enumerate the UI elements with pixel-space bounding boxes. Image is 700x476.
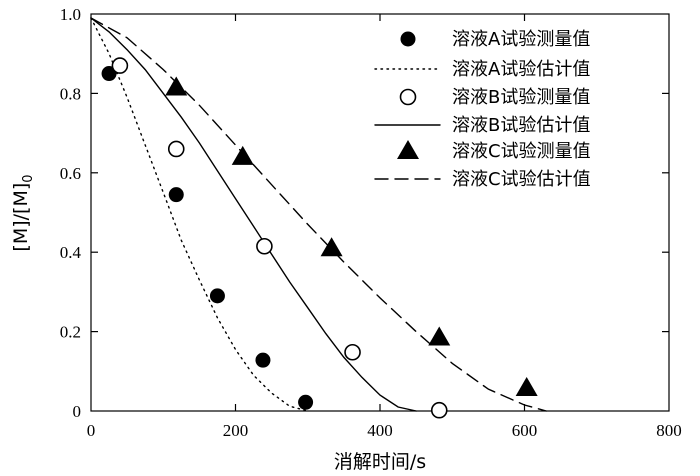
y-axis-title-main: [M]/[M]	[10, 183, 32, 252]
series-layer	[90, 17, 547, 419]
x-tick-label: 0	[87, 421, 96, 440]
data-point-series-2	[111, 57, 129, 74]
data-point-series-0	[298, 394, 314, 410]
y-tick-label: 0.2	[60, 323, 81, 342]
x-tick-label: 400	[367, 421, 393, 440]
data-point-series-4	[428, 326, 451, 346]
legend-label-3: 溶液B试验估计值	[452, 115, 590, 136]
x-tick-label: 200	[223, 421, 249, 440]
x-tick-label: 600	[512, 421, 538, 440]
x-tick-labels: 0 200 400 600 800	[87, 421, 682, 440]
legend-label-2: 溶液B试验测量值	[452, 87, 590, 108]
legend-label-0: 溶液A试验测量值	[452, 29, 590, 50]
legend-symbol-0	[400, 31, 416, 47]
legend-symbol-2	[399, 88, 417, 106]
y-axis-title: [M]/[M]0	[10, 174, 36, 251]
y-tick-label: 0.8	[60, 84, 81, 103]
series-line-5	[90, 17, 547, 412]
data-point-series-4	[165, 76, 188, 96]
legend: 溶液A试验测量值溶液A试验估计值溶液B试验测量值溶液B试验估计值溶液C试验测量值…	[374, 29, 591, 190]
data-point-series-0	[209, 288, 225, 304]
data-point-series-0	[168, 187, 184, 203]
series-line-1	[90, 17, 309, 412]
y-tick-label: 1.0	[60, 5, 81, 24]
data-point-series-0	[255, 352, 271, 368]
y-tick-labels: 0 0.2 0.4 0.6 0.8 1.0	[60, 5, 82, 421]
y-tick-label: 0.6	[60, 164, 81, 183]
data-point-series-4	[515, 376, 538, 396]
data-point-series-4	[320, 237, 343, 257]
data-point-series-2	[430, 401, 448, 419]
data-point-series-4	[231, 145, 254, 165]
legend-label-4: 溶液C试验测量值	[452, 141, 591, 162]
legend-label-5: 溶液C试验估计值	[452, 169, 591, 190]
x-tick-label: 800	[656, 421, 682, 440]
x-axis-title: 消解时间/s	[334, 451, 426, 473]
axis-ticks	[91, 14, 669, 411]
legend-label-1: 溶液A试验估计值	[452, 59, 590, 80]
series-line-3	[90, 17, 417, 412]
legend-symbol-4	[397, 140, 419, 159]
y-tick-label: 0.4	[60, 243, 82, 262]
data-point-series-2	[167, 140, 185, 158]
y-tick-label: 0	[73, 402, 82, 421]
y-axis-title-subscript: 0	[21, 174, 36, 182]
data-point-series-2	[344, 343, 361, 361]
data-point-series-2	[256, 237, 273, 255]
